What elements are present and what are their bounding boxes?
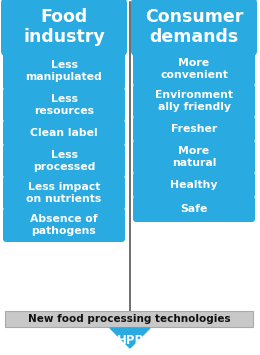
FancyBboxPatch shape xyxy=(3,176,125,210)
FancyBboxPatch shape xyxy=(133,52,255,86)
Text: More
natural: More natural xyxy=(172,146,216,168)
FancyBboxPatch shape xyxy=(3,144,125,178)
Text: More
convenient: More convenient xyxy=(160,59,228,80)
FancyBboxPatch shape xyxy=(5,311,253,327)
Text: Safe: Safe xyxy=(180,204,208,214)
FancyBboxPatch shape xyxy=(133,196,255,222)
FancyBboxPatch shape xyxy=(3,88,125,122)
FancyBboxPatch shape xyxy=(133,116,255,142)
Text: Healthy: Healthy xyxy=(170,180,218,190)
Text: Less
processed: Less processed xyxy=(33,151,95,171)
FancyBboxPatch shape xyxy=(133,172,255,198)
Text: Less
manipulated: Less manipulated xyxy=(26,60,102,82)
FancyBboxPatch shape xyxy=(3,120,125,146)
Text: Less
resources: Less resources xyxy=(34,94,94,116)
FancyBboxPatch shape xyxy=(133,140,255,174)
Text: Less impact
on nutrients: Less impact on nutrients xyxy=(26,182,102,204)
FancyBboxPatch shape xyxy=(1,0,127,56)
Text: Clean label: Clean label xyxy=(30,128,98,138)
Polygon shape xyxy=(110,328,150,348)
FancyBboxPatch shape xyxy=(3,52,125,90)
Text: New food processing technologies: New food processing technologies xyxy=(28,314,230,324)
Text: Absence of
pathogens: Absence of pathogens xyxy=(30,214,98,236)
FancyBboxPatch shape xyxy=(3,208,125,242)
Text: Food
industry: Food industry xyxy=(23,8,105,46)
Text: Environment
ally friendly: Environment ally friendly xyxy=(155,91,233,111)
Text: Fresher: Fresher xyxy=(171,124,217,134)
FancyBboxPatch shape xyxy=(133,84,255,118)
Text: HPP: HPP xyxy=(116,334,144,347)
FancyBboxPatch shape xyxy=(131,0,257,56)
Text: Consumer
demands: Consumer demands xyxy=(145,8,243,46)
